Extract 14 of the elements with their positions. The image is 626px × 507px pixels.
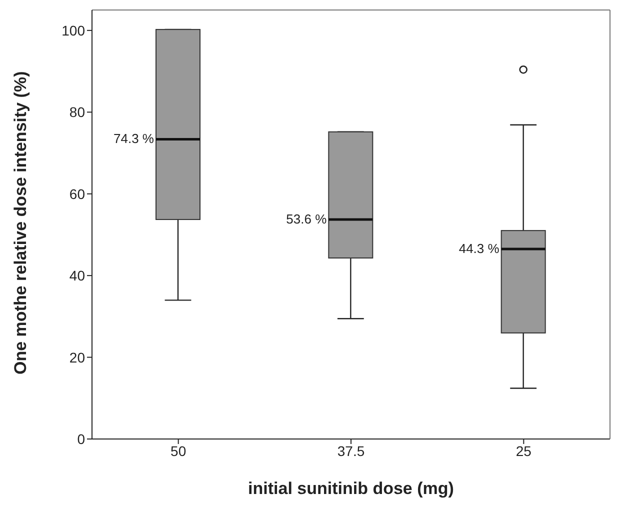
y-tick-label: 60 [69, 186, 86, 202]
x-tick-label: 37.5 [337, 442, 365, 459]
y-tick-label: 20 [69, 349, 86, 366]
x-tick-label: 50 [170, 442, 186, 459]
annotation: 53.6 % [286, 211, 328, 226]
annotation: 44.3 % [458, 240, 500, 256]
y-tick-label: 100 [62, 22, 86, 38]
y-tick-label: 80 [69, 104, 86, 120]
annotation: 74.3 % [114, 131, 154, 146]
y-tick-label: 40 [69, 268, 86, 284]
y-axis-title: One mothe relative dose intensity (%) [11, 71, 30, 374]
x-tick-label: 25 [516, 442, 532, 459]
x-axis-title: initial sunitinib dose (mg) [248, 479, 454, 498]
y-tick-label: 0 [77, 430, 86, 447]
